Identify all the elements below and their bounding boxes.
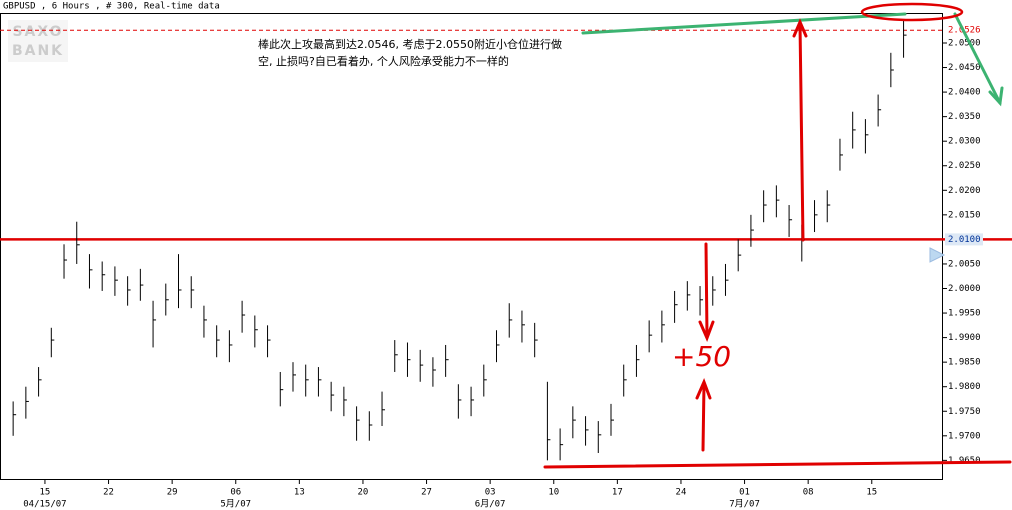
x-month-label: 5月/07 [220, 499, 251, 510]
x-tick-label: 17 [612, 488, 623, 498]
red-ellipse [860, 2, 964, 22]
y-tick-label: 1.9950 [948, 309, 981, 319]
x-month-label: 04/15/07 [23, 500, 66, 510]
y-tick-label: 2.0300 [948, 137, 981, 147]
x-tick-label: 03 [485, 488, 496, 498]
x-tick-label: 29 [167, 488, 178, 498]
x-tick-label: 10 [548, 488, 559, 498]
y-tick-label: 2.0050 [948, 259, 981, 269]
x-tick-label: 01 [739, 488, 750, 498]
x-month-label: 6月/07 [475, 499, 506, 510]
y-tick-label: 2.0450 [948, 63, 981, 73]
red-support-line [543, 460, 1012, 469]
red-arrowhead [792, 18, 808, 38]
y-tick-label: 1.9800 [948, 382, 981, 392]
x-tick-label: 24 [676, 488, 687, 498]
x-tick-label: 27 [421, 488, 432, 498]
green-arrowhead [988, 86, 1004, 107]
green-arrow [953, 12, 1002, 105]
red-arrowhead [698, 320, 715, 342]
logo: BANK [12, 43, 64, 59]
scroll-arrow[interactable] [929, 247, 946, 263]
annotation: 棒此次上攻最高到达2.0546, 考虑于2.0550附近小仓位进行做 [258, 37, 562, 51]
y-tick-label: 1.9900 [948, 333, 981, 343]
x-tick-label: 06 [230, 488, 241, 498]
drawings [543, 2, 1012, 469]
level-label: 2.0100 [948, 235, 981, 245]
annotation: 空, 止损吗?自已看着办, 个人风险承受能力不一样的 [258, 54, 509, 68]
y-tick-label: 1.9650 [948, 456, 981, 466]
logo-box [8, 20, 68, 62]
x-month-label: 7月/07 [729, 499, 760, 510]
y-tick-label: 1.9850 [948, 358, 981, 368]
y-tick-label: 2.0400 [948, 88, 981, 98]
x-tick-label: 15 [40, 488, 51, 498]
logo: SAXO [12, 24, 63, 40]
handwritten-note: +50 [672, 340, 731, 373]
y-tick-label: 2.0250 [948, 161, 981, 171]
y-tick-label: 2.0000 [948, 284, 981, 294]
x-tick-label: 08 [803, 488, 814, 498]
y-tick-label: 1.9750 [948, 407, 981, 417]
level-label-box [945, 233, 983, 246]
red-arrow [704, 242, 709, 338]
y-tick-label: 2.0500 [948, 38, 981, 48]
chart-title: GBPUSD , 6 Hours , # 300, Real-time data [3, 2, 220, 12]
x-tick-label: 22 [103, 488, 114, 498]
x-tick-label: 15 [866, 488, 877, 498]
y-tick-label: 2.0200 [948, 186, 981, 196]
y-tick-label: 2.0350 [948, 112, 981, 122]
plot-frame [0, 13, 943, 480]
x-tick-label: 13 [294, 488, 305, 498]
red-arrow [701, 382, 706, 452]
y-tick-label: 2.0150 [948, 210, 981, 220]
x-tick-label: 20 [358, 488, 369, 498]
y-tick-label: 1.9700 [948, 431, 981, 441]
red-arrow [798, 22, 805, 242]
green-line [581, 12, 907, 35]
red-arrowhead [695, 378, 712, 400]
